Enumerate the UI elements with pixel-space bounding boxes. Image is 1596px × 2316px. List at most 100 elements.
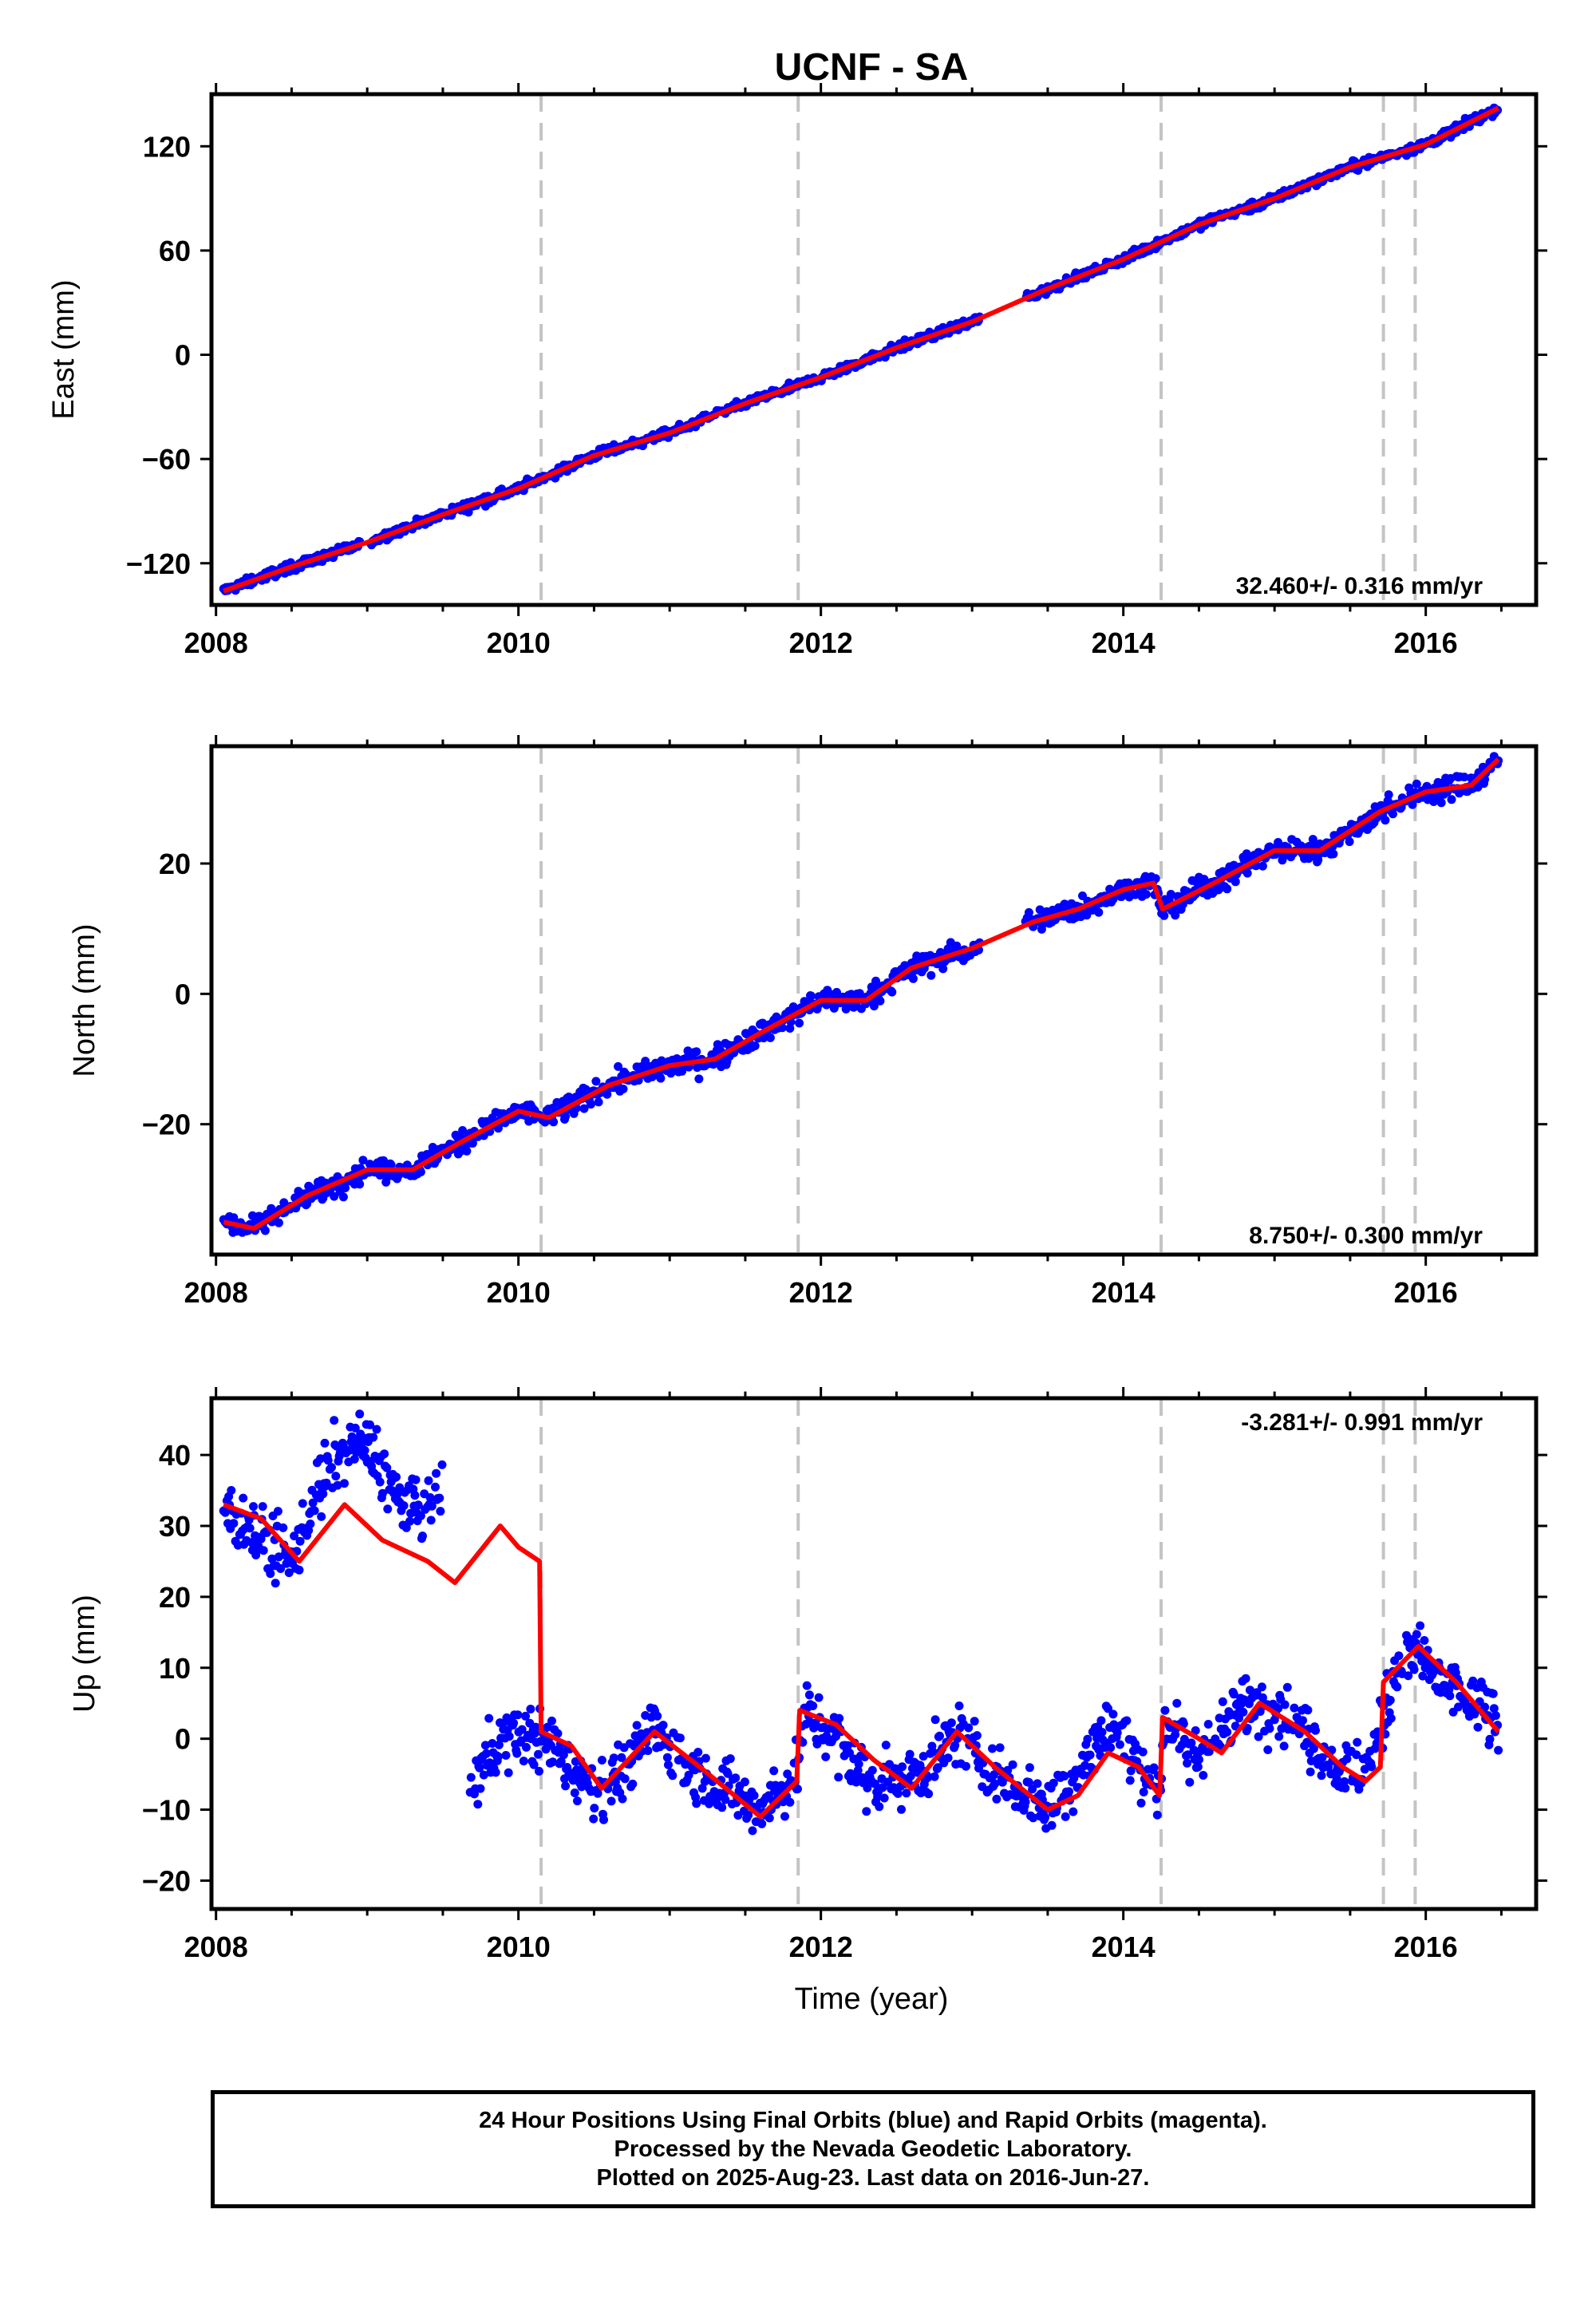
data-point [1480, 1702, 1490, 1712]
plot-frame [209, 1396, 1539, 1911]
y-tick-label: 60 [159, 235, 191, 267]
data-point [692, 1799, 701, 1808]
y-tick-label: −20 [142, 1864, 191, 1897]
data-point [570, 1788, 579, 1797]
data-point [1003, 1765, 1013, 1775]
data-point [1488, 1689, 1498, 1698]
data-point [1159, 911, 1169, 920]
data-point [526, 1705, 535, 1713]
data-point [618, 1794, 627, 1804]
data-point [1033, 1779, 1042, 1788]
data-point [1242, 868, 1252, 878]
data-point [1404, 1671, 1413, 1681]
data-point [835, 1713, 844, 1723]
data-point [668, 1771, 678, 1780]
data-point [267, 1203, 276, 1213]
data-point [628, 1779, 638, 1788]
data-point [1242, 1724, 1252, 1733]
data-point [875, 1802, 884, 1812]
data-point [1122, 1716, 1132, 1725]
y-tick-label: 0 [175, 978, 191, 1010]
data-point [1298, 1716, 1307, 1725]
data-point [290, 1531, 299, 1541]
model-line [223, 1502, 1500, 1820]
data-point [740, 1777, 749, 1787]
data-point [1060, 1772, 1069, 1780]
data-point [435, 1493, 444, 1503]
data-point [1061, 1812, 1070, 1821]
data-point [1445, 1691, 1455, 1701]
data-point [369, 1433, 378, 1442]
data-point [1069, 1773, 1079, 1783]
data-point [1252, 1688, 1262, 1697]
data-point [1494, 1745, 1503, 1755]
data-point [656, 1073, 666, 1083]
data-point [1329, 849, 1338, 859]
data-point [1021, 1797, 1030, 1807]
data-point [692, 1047, 701, 1057]
data-point [1106, 1743, 1116, 1753]
data-point [1171, 911, 1180, 920]
data-point [529, 1760, 539, 1769]
data-point [1257, 1682, 1266, 1692]
data-point [360, 1445, 369, 1455]
data-point [432, 1468, 441, 1478]
data-point [276, 1564, 286, 1573]
data-point [1108, 1709, 1118, 1719]
data-point [436, 1507, 445, 1516]
data-point [437, 1460, 447, 1469]
data-point [1393, 1682, 1402, 1692]
data-point [482, 1749, 491, 1758]
data-point [658, 1721, 668, 1730]
data-point [466, 1773, 476, 1782]
data-point [1041, 1812, 1050, 1822]
data-point [249, 1502, 258, 1512]
data-point [653, 1711, 662, 1721]
data-points [219, 103, 1503, 595]
y-tick-label: 20 [159, 848, 191, 880]
y-tick-label: −60 [142, 443, 191, 476]
data-point [1199, 1771, 1208, 1780]
y-axis-label: North (mm) [68, 923, 101, 1077]
data-point [480, 1741, 490, 1750]
data-point [386, 1160, 396, 1169]
data-point [239, 1493, 248, 1503]
data-point [1345, 837, 1354, 847]
x-tick-label: 2008 [184, 626, 248, 659]
data-point [918, 1752, 928, 1761]
data-point [926, 970, 936, 980]
data-point [318, 1489, 328, 1499]
data-point [330, 1416, 339, 1425]
data-point [294, 1565, 304, 1575]
data-point [1384, 790, 1393, 800]
data-point [678, 1066, 687, 1076]
data-point [935, 1731, 944, 1741]
x-tick-label: 2010 [487, 1276, 551, 1309]
data-point [1152, 1810, 1162, 1820]
footer-box: 24 Hour Positions Using Final Orbits (bl… [211, 2090, 1535, 2208]
data-point [1241, 1674, 1250, 1683]
data-points [219, 752, 1503, 1237]
data-point [1115, 1740, 1124, 1749]
data-point [693, 1748, 703, 1757]
data-point [229, 1519, 239, 1528]
data-point [854, 1759, 863, 1769]
data-point [924, 1789, 934, 1799]
data-point [843, 1741, 852, 1750]
data-point [316, 1454, 326, 1464]
data-point [1340, 1777, 1349, 1786]
data-point [1332, 1774, 1341, 1784]
data-point [375, 1477, 385, 1487]
data-point [780, 1812, 789, 1821]
data-point [731, 1773, 741, 1783]
data-point [393, 1490, 402, 1500]
data-point [1238, 1707, 1248, 1717]
y-tick-label: 20 [159, 1581, 191, 1614]
data-point [1223, 884, 1232, 894]
data-point [1360, 1765, 1369, 1774]
x-tick-label: 2010 [487, 626, 551, 659]
data-point [1029, 1813, 1038, 1823]
data-points [219, 1409, 1503, 1836]
data-point [964, 1723, 974, 1733]
data-point [308, 1498, 318, 1508]
